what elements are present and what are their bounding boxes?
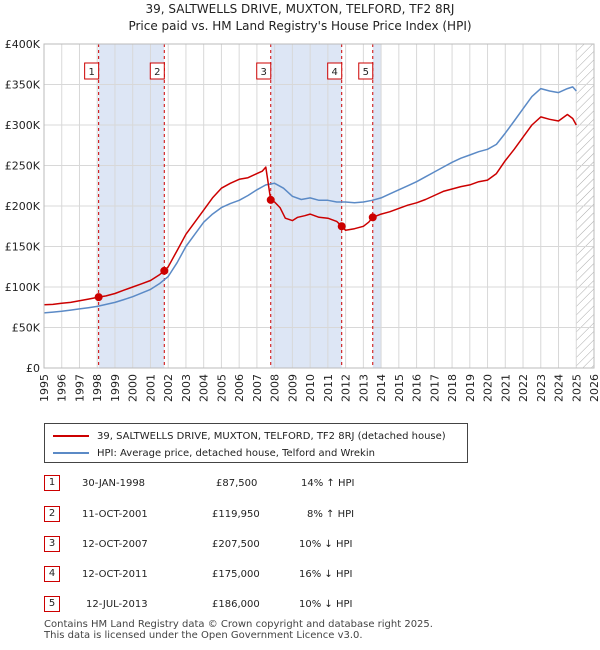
y-tick-label: £250K <box>5 160 41 173</box>
x-tick-label: 2006 <box>233 374 246 402</box>
sale-number-label: 2 <box>154 67 160 78</box>
transaction-number: 3 <box>44 536 60 552</box>
footer-license: This data is licensed under the Open Gov… <box>44 630 363 641</box>
transaction-number: 5 <box>44 596 60 612</box>
transaction-hpi: 10% ↓ HPI <box>299 539 353 550</box>
transaction-row: 5 12-JUL-2013 £186,000 10% ↓ HPI <box>44 596 464 616</box>
transaction-number: 1 <box>44 475 60 491</box>
legend-label-property: 39, SALTWELLS DRIVE, MUXTON, TELFORD, TF… <box>97 430 446 442</box>
x-tick-label: 2024 <box>553 374 566 402</box>
y-tick-label: £300K <box>5 119 41 132</box>
sale-number-label: 1 <box>88 67 94 78</box>
x-tick-label: 2010 <box>304 374 317 402</box>
x-tick-label: 2016 <box>411 374 424 402</box>
y-tick-label: £50K <box>12 322 41 335</box>
sale-number-box <box>358 62 374 80</box>
x-tick-label: 2013 <box>357 374 370 402</box>
sale-point <box>266 195 275 204</box>
sale-point <box>160 266 169 275</box>
x-tick-label: 2003 <box>180 374 193 402</box>
x-tick-label: 2012 <box>340 374 353 402</box>
sale-number-box <box>256 62 272 80</box>
x-tick-label: 2001 <box>144 374 157 402</box>
chart-subtitle: Price paid vs. HM Land Registry's House … <box>128 19 472 33</box>
x-tick-label: 2020 <box>482 374 495 402</box>
legend-item-hpi: HPI: Average price, detached house, Telf… <box>53 445 375 461</box>
sale-number-label: 4 <box>332 67 338 78</box>
sale-point <box>94 293 103 302</box>
transaction-number: 2 <box>44 506 60 522</box>
x-tick-label: 2021 <box>499 374 512 402</box>
transaction-hpi: 10% ↓ HPI <box>299 599 353 610</box>
hpi-line <box>43 86 577 314</box>
x-tick-label: 1997 <box>73 374 86 402</box>
sale-number-box <box>149 62 165 80</box>
x-tick-label: 2014 <box>375 374 388 402</box>
sale-point <box>368 213 377 222</box>
transaction-price: £87,500 <box>216 478 258 489</box>
y-tick-label: £200K <box>5 200 41 213</box>
x-tick-label: 1995 <box>38 374 51 402</box>
x-tick-label: 2015 <box>393 374 406 402</box>
transaction-row: 4 12-OCT-2011 £175,000 16% ↓ HPI <box>44 566 464 586</box>
sale-number-box <box>84 62 100 80</box>
transaction-date: 12-JUL-2013 <box>86 599 148 610</box>
x-tick-label: 2019 <box>464 374 477 402</box>
transaction-number: 4 <box>44 566 60 582</box>
x-tick-label: 1998 <box>91 374 104 402</box>
x-tick-label: 2009 <box>286 374 299 402</box>
x-tick-label: 1996 <box>56 374 69 402</box>
x-tick-label: 2018 <box>446 374 459 402</box>
x-tick-label: 2005 <box>215 374 228 402</box>
y-tick-label: £100K <box>5 281 41 294</box>
legend-label-hpi: HPI: Average price, detached house, Telf… <box>97 447 375 459</box>
chart-title: 39, SALTWELLS DRIVE, MUXTON, TELFORD, TF… <box>145 2 455 16</box>
y-tick-label: £400K <box>5 38 41 51</box>
x-tick-label: 2000 <box>127 374 140 402</box>
transaction-price: £175,000 <box>212 569 260 580</box>
transaction-date: 30-JAN-1998 <box>82 478 146 489</box>
transaction-row: 1 30-JAN-1998 £87,500 14% ↑ HPI <box>44 475 464 495</box>
footer: Contains HM Land Registry data © Crown c… <box>44 619 433 641</box>
y-tick-label: £0 <box>26 362 40 375</box>
x-tick-label: 2004 <box>198 374 211 402</box>
x-tick-label: 2008 <box>269 374 282 402</box>
legend-swatch-property <box>53 435 89 437</box>
transaction-price: £119,950 <box>212 509 260 520</box>
transaction-price: £207,500 <box>212 539 260 550</box>
transaction-row: 3 12-OCT-2007 £207,500 10% ↓ HPI <box>44 536 464 556</box>
y-tick-label: £150K <box>5 241 41 254</box>
plot-frame <box>43 43 595 369</box>
transaction-hpi: 8% ↑ HPI <box>307 509 355 520</box>
x-tick-label: 2025 <box>570 374 583 402</box>
y-tick-label: £350K <box>5 79 41 92</box>
x-tick-label: 2023 <box>535 374 548 402</box>
transaction-hpi: 16% ↓ HPI <box>299 569 353 580</box>
sale-point <box>337 222 346 231</box>
legend-swatch-hpi <box>53 452 89 454</box>
x-tick-label: 2011 <box>322 374 335 402</box>
sale-number-label: 5 <box>363 67 369 78</box>
x-tick-label: 1999 <box>109 374 122 402</box>
sale-number-box <box>327 62 343 80</box>
transaction-hpi: 14% ↑ HPI <box>301 478 355 489</box>
property-price-line <box>43 113 577 306</box>
transaction-price: £186,000 <box>212 599 260 610</box>
transaction-date: 11-OCT-2001 <box>82 509 148 520</box>
transaction-date: 12-OCT-2011 <box>82 569 148 580</box>
x-tick-label: 2026 <box>588 374 600 402</box>
footer-copyright: Contains HM Land Registry data © Crown c… <box>44 619 433 630</box>
x-tick-label: 2007 <box>251 374 264 402</box>
price-chart: 1 2 3 4 5 £0 £50K £100K £150K £200K £250K £300K £35… <box>5 38 600 402</box>
x-tick-label: 2022 <box>517 374 530 402</box>
sale-number-label: 3 <box>261 67 267 78</box>
legend-item-property: 39, SALTWELLS DRIVE, MUXTON, TELFORD, TF… <box>53 428 446 444</box>
chart-legend: 39, SALTWELLS DRIVE, MUXTON, TELFORD, TF… <box>44 423 468 463</box>
transaction-row: 2 11-OCT-2001 £119,950 8% ↑ HPI <box>44 506 464 526</box>
x-tick-label: 2017 <box>428 374 441 402</box>
x-tick-label: 2002 <box>162 374 175 402</box>
transaction-date: 12-OCT-2007 <box>82 539 148 550</box>
